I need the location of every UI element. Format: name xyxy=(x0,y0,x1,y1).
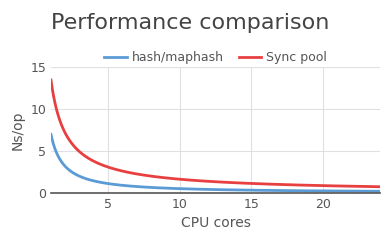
hash/maphash xyxy=(227,188,232,191)
hash/maphash xyxy=(207,188,212,191)
Line: Sync pool: Sync pool xyxy=(51,80,380,187)
Y-axis label: Ns/op: Ns/op xyxy=(11,110,25,150)
Sync pool xyxy=(49,79,53,81)
Sync pool xyxy=(227,181,232,184)
Sync pool xyxy=(207,180,212,183)
hash/maphash xyxy=(370,190,375,193)
X-axis label: CPU cores: CPU cores xyxy=(181,216,250,230)
Text: Performance comparison: Performance comparison xyxy=(51,13,329,33)
Line: hash/maphash: hash/maphash xyxy=(51,134,380,191)
hash/maphash xyxy=(205,188,210,191)
hash/maphash xyxy=(318,189,323,192)
Sync pool xyxy=(245,182,249,185)
hash/maphash xyxy=(378,190,383,193)
Sync pool xyxy=(378,185,383,188)
Sync pool xyxy=(205,180,210,183)
Legend: hash/maphash, Sync pool: hash/maphash, Sync pool xyxy=(99,46,332,69)
Sync pool xyxy=(318,184,323,187)
hash/maphash xyxy=(49,133,53,136)
Sync pool xyxy=(370,185,375,188)
hash/maphash xyxy=(245,189,249,192)
